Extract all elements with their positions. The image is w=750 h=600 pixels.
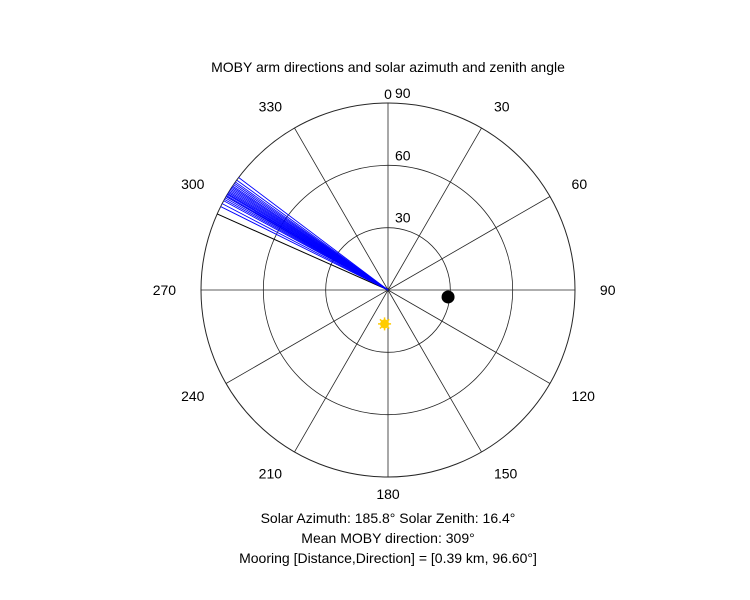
radial-grid-ring bbox=[262, 164, 514, 416]
caption-solar-line: Solar Azimuth: 185.8° Solar Zenith: 16.4… bbox=[261, 510, 516, 526]
radial-tick-label: 30 bbox=[395, 210, 411, 226]
angle-tick-label: 180 bbox=[376, 486, 400, 502]
caption-mooring-line: Mooring [Distance,Direction] = [0.39 km,… bbox=[239, 550, 537, 566]
angular-grid-line bbox=[294, 127, 389, 291]
angular-grid-line bbox=[225, 289, 389, 384]
angular-grid-line bbox=[294, 289, 389, 453]
angle-tick-label: 330 bbox=[259, 98, 283, 114]
radial-tick-label: 60 bbox=[395, 147, 411, 163]
caption-mean-direction-line: Mean MOBY direction: 309° bbox=[301, 530, 474, 546]
radial-grid-ring bbox=[325, 227, 451, 353]
radial-grid-ring bbox=[200, 102, 576, 478]
angular-grid-line bbox=[387, 289, 482, 453]
angle-tick-label: 150 bbox=[494, 466, 518, 482]
angle-tick-label: 30 bbox=[494, 98, 510, 114]
sun-ray bbox=[384, 318, 390, 325]
angle-tick-label: 240 bbox=[181, 388, 205, 404]
moby-arm-direction-line bbox=[220, 206, 389, 291]
mooring-marker bbox=[441, 290, 455, 304]
angle-tick-label: 270 bbox=[153, 282, 177, 298]
angle-tick-label: 60 bbox=[572, 176, 588, 192]
chart-title: MOBY arm directions and solar azimuth an… bbox=[211, 59, 565, 75]
mean-moby-direction-line bbox=[216, 213, 389, 291]
angle-tick-label: 0 bbox=[384, 86, 392, 102]
caption: Solar Azimuth: 185.8° Solar Zenith: 16.4… bbox=[239, 510, 537, 566]
angle-tick-label: 210 bbox=[259, 466, 283, 482]
polar-labels: 0 30 60 90 120 150 180 210 240 270 300 330 30 60 90 bbox=[153, 85, 616, 502]
radial-tick-label: 90 bbox=[395, 85, 411, 101]
sun-ray bbox=[379, 318, 386, 325]
angular-grid-line bbox=[387, 196, 551, 291]
angle-tick-label: 300 bbox=[181, 176, 205, 192]
angle-tick-label: 90 bbox=[600, 282, 616, 298]
sun-ray bbox=[384, 323, 390, 330]
sun-ray bbox=[379, 323, 386, 330]
angular-grid-line bbox=[387, 127, 482, 291]
moby-arm-direction-line bbox=[236, 179, 389, 291]
angular-grid-line bbox=[387, 289, 551, 384]
polar-data bbox=[216, 177, 455, 331]
angle-tick-label: 120 bbox=[572, 388, 596, 404]
moby-arm-direction-line bbox=[238, 177, 389, 291]
moby-arm-direction-line bbox=[221, 203, 389, 291]
